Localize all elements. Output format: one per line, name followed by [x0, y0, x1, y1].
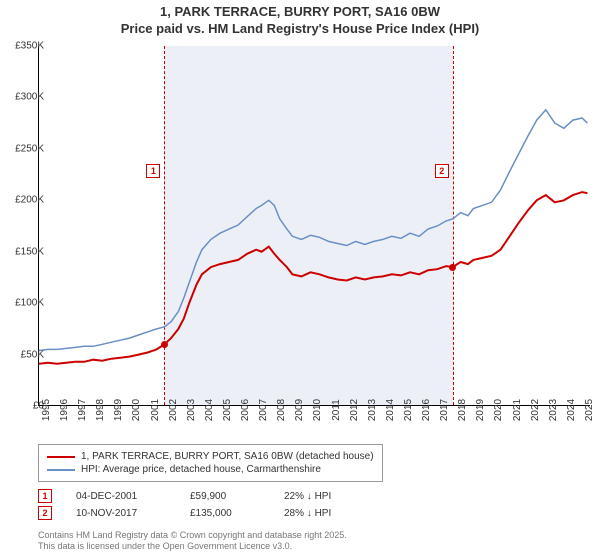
y-tick: £100K	[4, 298, 44, 309]
plot-lines	[39, 46, 590, 405]
legend-swatch	[47, 469, 75, 471]
transaction-row: 1 04-DEC-2001 £59,900 22% ↓ HPI	[38, 489, 374, 503]
x-tick: 1998	[95, 399, 106, 421]
marker-dot	[161, 341, 168, 348]
x-tick: 2002	[168, 399, 179, 421]
x-tick: 2010	[312, 399, 323, 421]
tx-date: 10-NOV-2017	[76, 508, 166, 519]
series-price_paid	[39, 192, 587, 364]
legend-row: HPI: Average price, detached house, Carm…	[47, 464, 374, 475]
legend-row: 1, PARK TERRACE, BURRY PORT, SA16 0BW (d…	[47, 451, 374, 462]
series-hpi	[39, 110, 587, 351]
x-tick: 2004	[204, 399, 215, 421]
x-tick: 2021	[512, 399, 523, 421]
x-tick: 1999	[113, 399, 124, 421]
x-tick: 2011	[331, 399, 342, 421]
x-tick: 2015	[403, 399, 414, 421]
chart-area: 12	[38, 46, 590, 406]
tx-pct: 22% ↓ HPI	[284, 491, 374, 502]
x-tick: 2017	[439, 399, 450, 421]
x-tick: 2001	[150, 399, 161, 421]
y-tick: £150K	[4, 246, 44, 257]
y-tick: £50K	[4, 349, 44, 360]
x-tick: 2008	[276, 399, 287, 421]
title-line-1: 1, PARK TERRACE, BURRY PORT, SA16 0BW	[0, 4, 600, 21]
x-tick: 2024	[566, 399, 577, 421]
x-tick: 2013	[367, 399, 378, 421]
transaction-table: 1 04-DEC-2001 £59,900 22% ↓ HPI 2 10-NOV-2017…	[38, 486, 374, 523]
footer-line-1: Contains HM Land Registry data © Crown c…	[38, 530, 347, 541]
x-tick: 2012	[349, 399, 360, 421]
x-tick: 2023	[548, 399, 559, 421]
legend-label: 1, PARK TERRACE, BURRY PORT, SA16 0BW (d…	[81, 451, 374, 462]
y-tick: £300K	[4, 92, 44, 103]
x-tick: 2016	[421, 399, 432, 421]
title-block: 1, PARK TERRACE, BURRY PORT, SA16 0BW Pr…	[0, 0, 600, 40]
marker-dot	[449, 264, 456, 271]
x-tick: 2025	[584, 399, 595, 421]
tx-marker: 2	[38, 506, 52, 520]
x-tick: 2007	[258, 399, 269, 421]
transaction-row: 2 10-NOV-2017 £135,000 28% ↓ HPI	[38, 506, 374, 520]
title-line-2: Price paid vs. HM Land Registry's House …	[0, 21, 600, 38]
x-tick: 2014	[385, 399, 396, 421]
x-tick: 2009	[294, 399, 305, 421]
legend-swatch	[47, 456, 75, 458]
x-tick: 2018	[457, 399, 468, 421]
tx-price: £135,000	[190, 508, 260, 519]
x-tick: 2005	[222, 399, 233, 421]
chart-container: 1, PARK TERRACE, BURRY PORT, SA16 0BW Pr…	[0, 0, 600, 560]
legend-label: HPI: Average price, detached house, Carm…	[81, 464, 321, 475]
x-tick: 1997	[77, 399, 88, 421]
y-tick: £200K	[4, 195, 44, 206]
x-tick: 2019	[475, 399, 486, 421]
tx-pct: 28% ↓ HPI	[284, 508, 374, 519]
x-tick: 1996	[59, 399, 70, 421]
x-tick: 2006	[240, 399, 251, 421]
tx-price: £59,900	[190, 491, 260, 502]
y-tick: £350K	[4, 41, 44, 52]
tx-date: 04-DEC-2001	[76, 491, 166, 502]
tx-marker: 1	[38, 489, 52, 503]
x-tick: 2022	[530, 399, 541, 421]
footer-line-2: This data is licensed under the Open Gov…	[38, 541, 347, 552]
x-tick: 2020	[493, 399, 504, 421]
legend: 1, PARK TERRACE, BURRY PORT, SA16 0BW (d…	[38, 444, 383, 482]
x-tick: 1995	[41, 399, 52, 421]
x-tick: 2003	[186, 399, 197, 421]
y-tick: £250K	[4, 143, 44, 154]
x-tick: 2000	[131, 399, 142, 421]
y-tick: £0	[4, 401, 44, 412]
footer: Contains HM Land Registry data © Crown c…	[38, 530, 347, 553]
